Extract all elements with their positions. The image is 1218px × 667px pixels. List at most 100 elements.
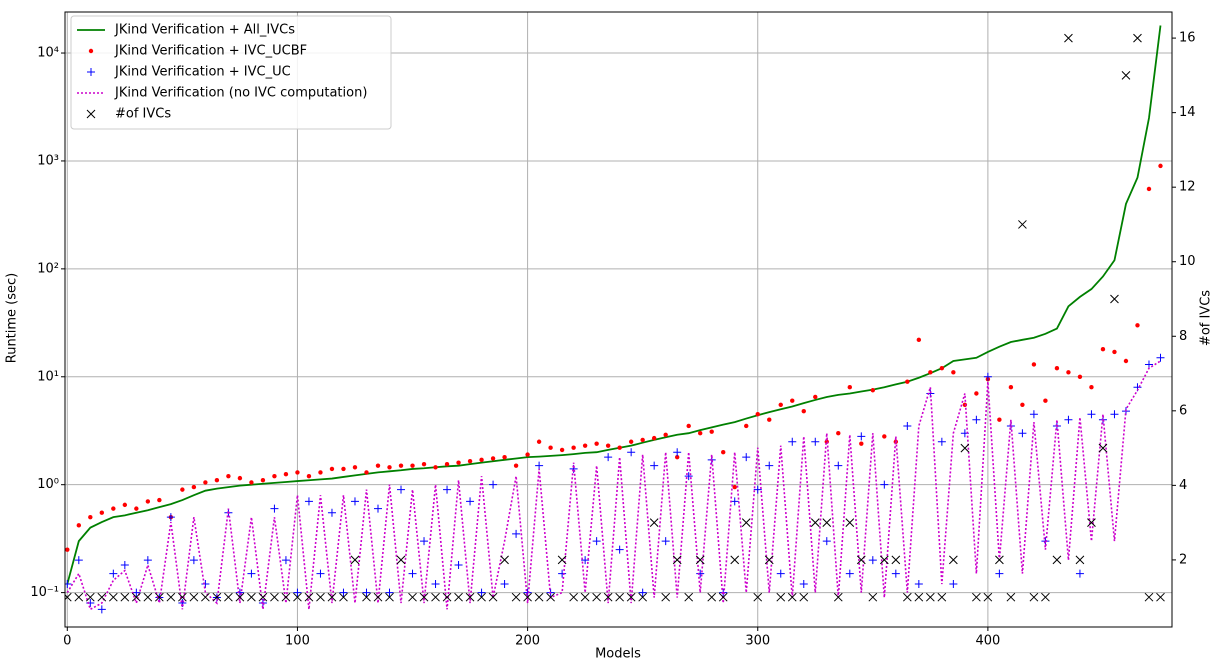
plus-marker — [535, 461, 544, 470]
dot-marker — [778, 402, 783, 407]
x-marker — [891, 555, 901, 565]
y2-tick-label: 8 — [1179, 329, 1187, 344]
x-marker — [143, 592, 153, 602]
x-axis-label: Models — [595, 647, 641, 662]
x-marker — [753, 592, 763, 602]
x-marker — [914, 592, 924, 602]
dot-marker — [559, 447, 565, 453]
y-tick-label: 10² — [37, 261, 59, 276]
x-marker — [1041, 592, 1050, 602]
plot-frame — [64, 11, 1173, 628]
x-marker — [523, 592, 532, 602]
dot-marker — [939, 366, 945, 371]
dot-marker — [467, 459, 473, 464]
dot-marker — [686, 423, 691, 429]
x-marker — [465, 592, 475, 602]
plus-marker — [903, 421, 912, 430]
y-axis-label: Runtime (sec) — [5, 273, 20, 364]
dot-marker — [721, 450, 726, 455]
dot-marker — [767, 417, 772, 422]
x-marker — [511, 592, 521, 602]
plus-marker — [109, 569, 118, 578]
plus-marker — [972, 415, 981, 424]
dot-marker — [870, 388, 876, 393]
y2-axis-label: #of IVCs — [1199, 290, 1214, 346]
plus-marker — [189, 556, 198, 565]
x-marker — [672, 555, 682, 565]
legend-box — [70, 15, 392, 130]
x-marker — [799, 592, 809, 602]
dot-marker — [295, 470, 300, 475]
plus-marker — [1075, 569, 1084, 578]
x-marker — [350, 555, 360, 565]
dot-marker — [801, 408, 806, 414]
x-marker — [454, 592, 463, 602]
x-marker — [120, 592, 130, 602]
x-marker — [1121, 71, 1131, 80]
dot-marker — [318, 470, 323, 475]
dot-marker — [1054, 366, 1060, 371]
dot-marker — [180, 487, 185, 492]
x-marker — [189, 592, 199, 602]
x-marker — [822, 518, 832, 527]
x-marker — [316, 592, 325, 602]
plus-marker — [822, 537, 831, 546]
dot-marker — [111, 506, 116, 511]
x-marker — [1018, 220, 1027, 229]
x-marker — [419, 592, 429, 602]
plus-marker — [350, 497, 359, 506]
plus-marker — [558, 569, 567, 578]
dot-marker — [732, 484, 737, 490]
dot-marker — [398, 463, 404, 468]
dot-marker — [272, 473, 277, 479]
x-marker — [902, 592, 912, 602]
dot-marker — [375, 463, 381, 468]
plus-marker — [604, 453, 613, 462]
x-marker — [972, 592, 981, 602]
legend-label: JKind Verification (no IVC computation) — [114, 86, 367, 101]
plus-marker — [765, 461, 774, 470]
plus-marker — [696, 569, 705, 578]
dot-marker — [1146, 186, 1152, 192]
x-marker — [833, 592, 843, 602]
dot-marker — [249, 480, 254, 485]
x-marker — [546, 592, 555, 602]
plus-marker — [408, 569, 417, 578]
dot-marker — [1135, 323, 1140, 328]
dot-marker — [226, 473, 231, 479]
dot-marker — [709, 429, 714, 434]
plus-marker — [742, 453, 751, 462]
plus-marker — [1110, 410, 1119, 419]
dot-marker — [65, 547, 70, 552]
dot-marker — [628, 439, 634, 444]
dot-marker — [548, 445, 553, 450]
x-marker — [879, 555, 889, 565]
plus-marker — [811, 437, 820, 446]
dot-marker — [1112, 349, 1117, 355]
dot-marker — [1100, 347, 1106, 352]
x-marker — [85, 592, 95, 602]
dot-marker — [88, 514, 93, 520]
dot-marker — [1158, 163, 1163, 169]
x-marker — [787, 592, 797, 602]
dot-marker — [203, 480, 208, 485]
dot-marker — [905, 379, 910, 384]
y2-tick-label: 12 — [1179, 180, 1196, 195]
y-tick-label: 10¹ — [37, 369, 59, 384]
plus-marker — [65, 580, 72, 589]
dot-marker — [490, 456, 496, 461]
x-marker — [569, 592, 578, 602]
plus-marker — [362, 588, 371, 597]
line-series — [66, 25, 1162, 585]
y-tick-label: 10⁻¹ — [30, 585, 59, 600]
x-marker — [258, 592, 268, 602]
x-marker — [615, 592, 625, 602]
plus-marker — [983, 372, 992, 381]
x-marker — [108, 592, 118, 602]
x-marker — [649, 518, 659, 527]
x-marker — [362, 592, 371, 602]
dot-marker — [387, 465, 392, 470]
legend: JKind Verification + All_IVCs JKind Verif… — [70, 15, 392, 130]
dot-marker — [1031, 362, 1037, 367]
